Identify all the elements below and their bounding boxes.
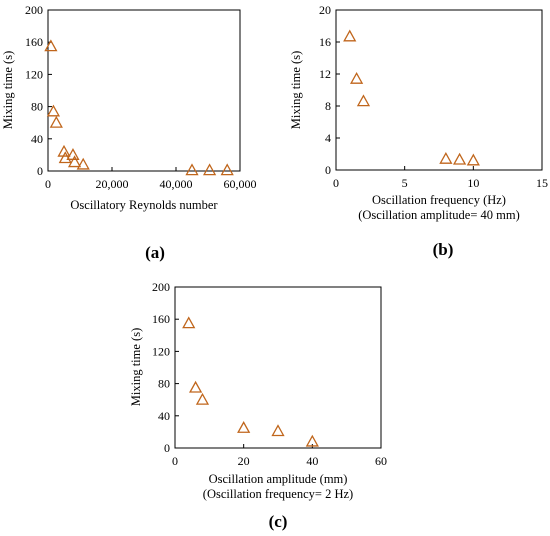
panel-c-plot-area (174, 286, 382, 449)
panel-c-data-point (237, 421, 251, 433)
panel-c-data-point (182, 316, 196, 329)
panel-a-data-point (185, 163, 199, 176)
panel-a-y-ticks: 0 40 80 120 160 200 (25, 3, 52, 178)
panel-a-data-point (49, 115, 63, 128)
panel-c-y-tick-label: 160 (152, 312, 170, 326)
panel-b-data-point (356, 94, 371, 107)
panel-b-x-tick-label: 0 (333, 176, 339, 190)
panel-b-y-tick-label: 16 (319, 35, 331, 49)
panel-a-data-point (76, 157, 90, 170)
panel-b-y-tick-label: 20 (319, 3, 331, 17)
panel-c-y-tick-label: 200 (152, 280, 170, 294)
panel-c-data-point (188, 380, 203, 393)
panel-c-x-tick-label: 20 (238, 454, 250, 468)
panel-c-x-ticks: 0 20 40 60 (172, 444, 387, 468)
panel-b-y-ticks: 0 4 8 12 16 20 (319, 3, 340, 177)
panel-c: 0 40 80 120 160 200 0 20 40 60 Oscillation ampli… (129, 280, 387, 531)
panel-c-y-tick-label: 40 (158, 409, 170, 423)
panel-c-points (182, 316, 319, 447)
panel-c-x-tick-label: 40 (306, 454, 318, 468)
panel-a-label: (a) (145, 243, 165, 262)
panel-b-y-label: Mixing time (s) (289, 51, 303, 129)
panel-c-y-label: Mixing time (s) (129, 328, 143, 406)
panel-b-y-tick-label: 0 (325, 163, 331, 177)
panel-b-x-ticks: 0 5 10 15 (333, 166, 548, 190)
panel-b-y-tick-label: 4 (325, 131, 331, 145)
panel-a-y-tick-label: 40 (31, 132, 43, 146)
panel-b-x-tick-label: 15 (536, 176, 548, 190)
panel-a-y-tick-label: 80 (31, 100, 43, 114)
panel-b-y-tick-label: 12 (319, 67, 331, 81)
panel-c-y-tick-label: 80 (158, 377, 170, 391)
panel-c-y-tick-label: 0 (164, 441, 170, 455)
panel-a-x-tick-label: 0 (45, 177, 51, 191)
panel-c-label: (c) (269, 512, 288, 531)
panel-a-data-point (220, 163, 234, 176)
panel-a-points (44, 39, 234, 176)
panel-a-x-ticks: 0 20,000 40,000 60,000 (45, 167, 257, 191)
panel-a-plot-area (47, 9, 241, 172)
panel-a-x-tick-label: 40,000 (160, 177, 193, 191)
panel-b-x-tick-label: 5 (402, 176, 408, 190)
panel-a-data-point (67, 155, 82, 168)
panel-b-data-point (439, 151, 453, 164)
panel-b: 0 4 8 12 16 20 0 5 10 15 Oscillation frequency (… (289, 3, 548, 259)
panel-b-plot-area (335, 9, 543, 171)
panel-a: 0 40 80 120 160 200 0 20,000 40,000 60,000 Oscil… (1, 3, 257, 262)
panel-a-y-tick-label: 120 (25, 67, 43, 81)
panel-c-y-tick-label: 120 (152, 344, 170, 358)
panel-a-y-tick-label: 200 (25, 3, 43, 17)
panel-b-y-tick-label: 8 (325, 99, 331, 113)
panel-a-x-label: Oscillatory Reynolds number (70, 198, 218, 212)
panel-b-label: (b) (433, 240, 454, 259)
panel-a-y-label: Mixing time (s) (1, 51, 15, 129)
panel-c-x-label: Oscillation amplitude (mm) (209, 472, 348, 486)
panel-a-y-tick-label: 0 (37, 164, 43, 178)
panel-a-x-tick-label: 60,000 (224, 177, 257, 191)
panel-c-x-tick-label: 60 (375, 454, 387, 468)
panel-a-x-tick-label: 20,000 (96, 177, 129, 191)
panel-c-data-point (195, 392, 210, 405)
panel-b-x-label-note: (Oscillation amplitude= 40 mm) (358, 208, 520, 222)
panel-b-data-point (343, 29, 357, 42)
panel-a-data-point (46, 104, 61, 117)
panel-b-data-point (466, 153, 480, 166)
panel-c-x-tick-label: 0 (172, 454, 178, 468)
panel-c-x-label-note: (Oscillation frequency= 2 Hz) (203, 487, 353, 501)
panel-b-x-label: Oscillation frequency (Hz) (372, 193, 506, 207)
panel-b-data-point (452, 152, 467, 165)
panel-a-data-point (202, 163, 217, 176)
panel-b-points (343, 29, 480, 166)
panel-a-data-point (44, 39, 58, 52)
panel-c-data-point (271, 424, 285, 437)
panel-c-y-ticks: 0 40 80 120 160 200 (152, 280, 179, 455)
panel-b-data-point (349, 71, 364, 84)
panel-a-y-tick-label: 160 (25, 35, 43, 49)
panel-c-data-point (305, 434, 319, 447)
panel-b-x-tick-label: 10 (467, 176, 479, 190)
